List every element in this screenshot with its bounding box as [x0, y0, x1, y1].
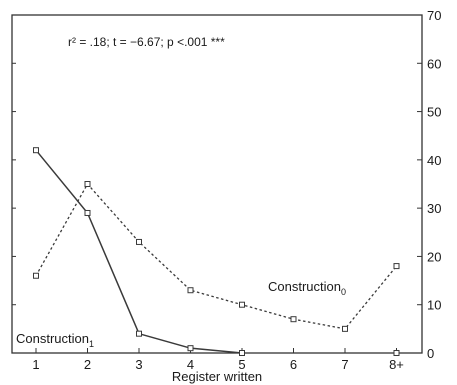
series-label-construction0-main: Construction [268, 279, 341, 294]
series-layer [33, 147, 400, 356]
data-point-construction0 [84, 181, 91, 187]
data-point-construction0 [33, 272, 39, 279]
series-label-construction0-sub: 0 [341, 287, 346, 297]
data-point-construction0 [239, 301, 245, 308]
data-point-construction1 [393, 350, 400, 356]
data-point-construction0 [393, 263, 400, 270]
x-axis: 1 2 3 4 5 6 7 8+ [32, 348, 404, 372]
y-tick-label: 30 [427, 201, 441, 216]
data-point-construction0 [342, 325, 348, 332]
data-point-construction0 [136, 238, 142, 245]
series-label-construction1-sub: 1 [89, 339, 94, 349]
plot-frame [11, 14, 423, 354]
series-line-construction0 [35, 182, 398, 330]
stats-annotation: r² = .18; t = −6.67; p <.001 *** [68, 35, 225, 49]
data-point-construction1 [187, 345, 194, 352]
x-tick-label: 3 [135, 357, 142, 372]
y-tick-label: 40 [427, 153, 441, 168]
x-tick-label: 5 [238, 357, 245, 372]
x-tick-label: 1 [32, 357, 39, 372]
y-tick-label: 70 [427, 8, 441, 23]
data-point-construction1 [84, 209, 91, 216]
data-point-construction0 [187, 287, 194, 294]
x-tick-label: 2 [84, 357, 91, 372]
y-tick-label: 60 [427, 56, 441, 71]
x-tick-label: 6 [290, 357, 297, 372]
series-line-construction1 [35, 149, 243, 354]
y-tick-label: 50 [427, 105, 441, 120]
series-label-construction0: Construction0 [268, 279, 346, 297]
x-tick-label: 8+ [389, 357, 404, 372]
y-tick-label: 0 [427, 346, 434, 361]
data-point-construction1 [33, 147, 39, 154]
series-label-construction1: Construction1 [16, 331, 94, 349]
series-label-construction1-main: Construction [16, 331, 89, 346]
x-tick-label: 4 [187, 357, 194, 372]
data-point-construction0 [290, 316, 297, 323]
y-tick-label: 20 [427, 249, 441, 264]
data-point-construction1 [136, 330, 142, 337]
x-axis-label: Register written [172, 369, 262, 384]
data-point-construction1 [239, 350, 245, 356]
x-tick-label: 7 [341, 357, 348, 372]
y-tick-label: 10 [427, 298, 441, 313]
